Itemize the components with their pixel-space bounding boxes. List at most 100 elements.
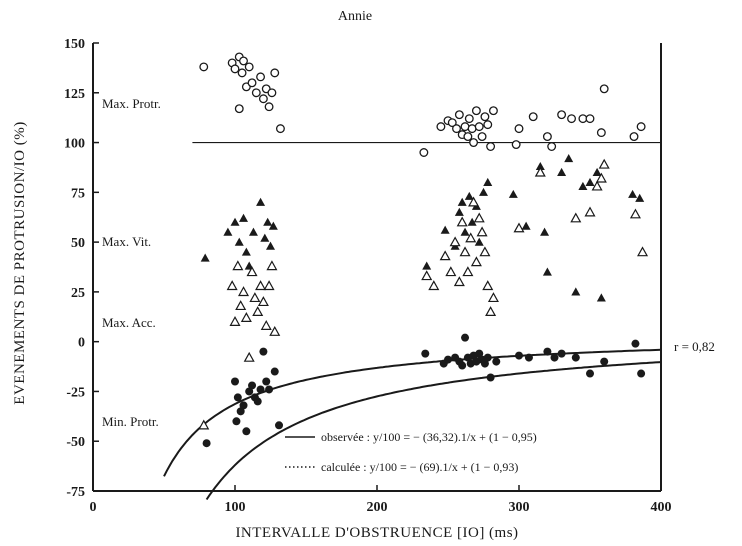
point-max-acc: [465, 232, 477, 243]
point-max-protr: [471, 106, 481, 116]
curve-observed: [163, 348, 662, 477]
annotation-max-acc: Max. Acc.: [102, 315, 156, 330]
point-min-protr: [233, 393, 242, 402]
point-max-acc: [229, 316, 241, 326]
point-min-protr: [275, 421, 284, 430]
point-max-protr: [488, 106, 498, 116]
point-max-acc: [198, 419, 210, 430]
point-max-vit: [457, 197, 467, 206]
point-max-vit: [454, 207, 464, 216]
point-max-protr: [467, 124, 477, 134]
point-max-vit: [635, 193, 645, 202]
point-max-protr: [585, 114, 595, 124]
point-min-protr: [421, 349, 430, 358]
point-max-acc: [482, 280, 494, 291]
point-min-protr: [586, 369, 594, 378]
annotation-max-vit: Max. Vit.: [102, 234, 151, 249]
point-max-protr: [436, 122, 446, 132]
point-max-protr: [275, 124, 285, 134]
point-max-acc: [246, 266, 258, 277]
point-min-protr: [637, 369, 646, 378]
y-tick-label: 0: [78, 336, 85, 351]
point-max-vit: [241, 247, 251, 256]
x-tick-label: 200: [367, 500, 388, 515]
chart-title: Annie: [338, 9, 372, 24]
point-max-acc: [260, 320, 272, 330]
point-max-acc: [240, 312, 252, 322]
legend-computed-label: calculée : y/100 = − (69).1/x + (1 − 0,9…: [321, 460, 518, 474]
point-max-vit: [483, 177, 493, 186]
axes: [92, 42, 662, 492]
point-max-protr: [244, 62, 254, 72]
point-min-protr: [202, 439, 211, 448]
point-max-acc: [243, 351, 255, 362]
point-max-acc: [449, 236, 461, 247]
point-min-protr: [458, 361, 467, 370]
point-min-protr: [259, 347, 268, 356]
point-max-acc: [232, 260, 244, 271]
y-tick-label: -25: [66, 385, 85, 400]
point-min-protr: [483, 353, 492, 362]
point-max-acc: [238, 286, 250, 297]
point-max-protr: [542, 132, 552, 142]
data-points: [198, 52, 649, 448]
point-max-acc: [226, 280, 238, 291]
point-max-protr: [636, 122, 646, 132]
point-max-vit: [557, 167, 567, 177]
point-max-vit: [628, 189, 638, 198]
point-min-protr: [444, 355, 452, 364]
point-min-protr: [239, 401, 248, 410]
point-max-vit: [234, 237, 244, 246]
point-max-vit: [578, 181, 588, 190]
point-max-acc: [453, 276, 465, 287]
point-min-protr: [557, 349, 566, 358]
y-tick-label: -50: [66, 435, 85, 450]
fit-curves: [163, 348, 662, 501]
y-tick-label: 125: [64, 87, 85, 102]
point-max-acc: [473, 212, 485, 223]
annotation-r-value: r = 0,82: [674, 339, 715, 354]
point-max-acc: [598, 158, 610, 169]
point-min-protr: [270, 367, 279, 376]
point-max-protr: [469, 138, 479, 148]
point-max-acc: [468, 196, 480, 207]
x-tick-label: 100: [225, 500, 246, 515]
point-min-protr: [600, 357, 609, 366]
point-max-protr: [237, 68, 247, 78]
point-max-acc: [534, 166, 546, 177]
point-max-vit: [268, 221, 278, 230]
x-tick-label: 0: [90, 500, 97, 515]
x-tick-label: 400: [651, 500, 672, 515]
point-max-vit: [200, 253, 210, 262]
point-min-protr: [475, 349, 484, 358]
point-max-protr: [629, 132, 639, 142]
point-max-acc: [269, 325, 281, 336]
point-min-protr: [242, 427, 251, 436]
point-max-protr: [514, 124, 524, 134]
point-max-acc: [255, 280, 267, 291]
legend-observed-label: observée : y/100 = − (36,32).1/x + (1 − …: [321, 430, 537, 444]
point-max-vit: [571, 287, 581, 296]
point-max-vit: [230, 217, 240, 226]
point-min-protr: [543, 347, 552, 356]
point-max-acc: [235, 300, 247, 311]
point-max-protr: [596, 128, 606, 138]
point-min-protr: [262, 377, 271, 386]
point-max-acc: [584, 206, 596, 217]
point-min-protr: [256, 385, 265, 394]
point-max-vit: [592, 167, 602, 177]
point-max-protr: [483, 120, 493, 130]
point-max-protr: [251, 88, 261, 98]
legend: observée : y/100 = − (36,32).1/x + (1 − …: [285, 430, 537, 474]
point-max-acc: [266, 260, 278, 271]
point-min-protr: [248, 381, 257, 390]
x-tick-label: 300: [509, 500, 530, 515]
tick-labels: 150 125 100 75 50 25 0 -25 -50 -75 0 100 200 300 400: [64, 37, 672, 515]
point-max-protr: [234, 104, 244, 114]
point-max-acc: [252, 306, 264, 316]
point-max-vit: [535, 161, 545, 171]
y-axis-label: EVENEMENTS DE PROTRUSION/IO (%): [12, 121, 28, 404]
point-max-vit: [474, 237, 484, 246]
point-max-acc: [263, 280, 275, 291]
x-axis-label: INTERVALLE D'OBSTRUENCE [IO] (ms): [235, 525, 518, 541]
